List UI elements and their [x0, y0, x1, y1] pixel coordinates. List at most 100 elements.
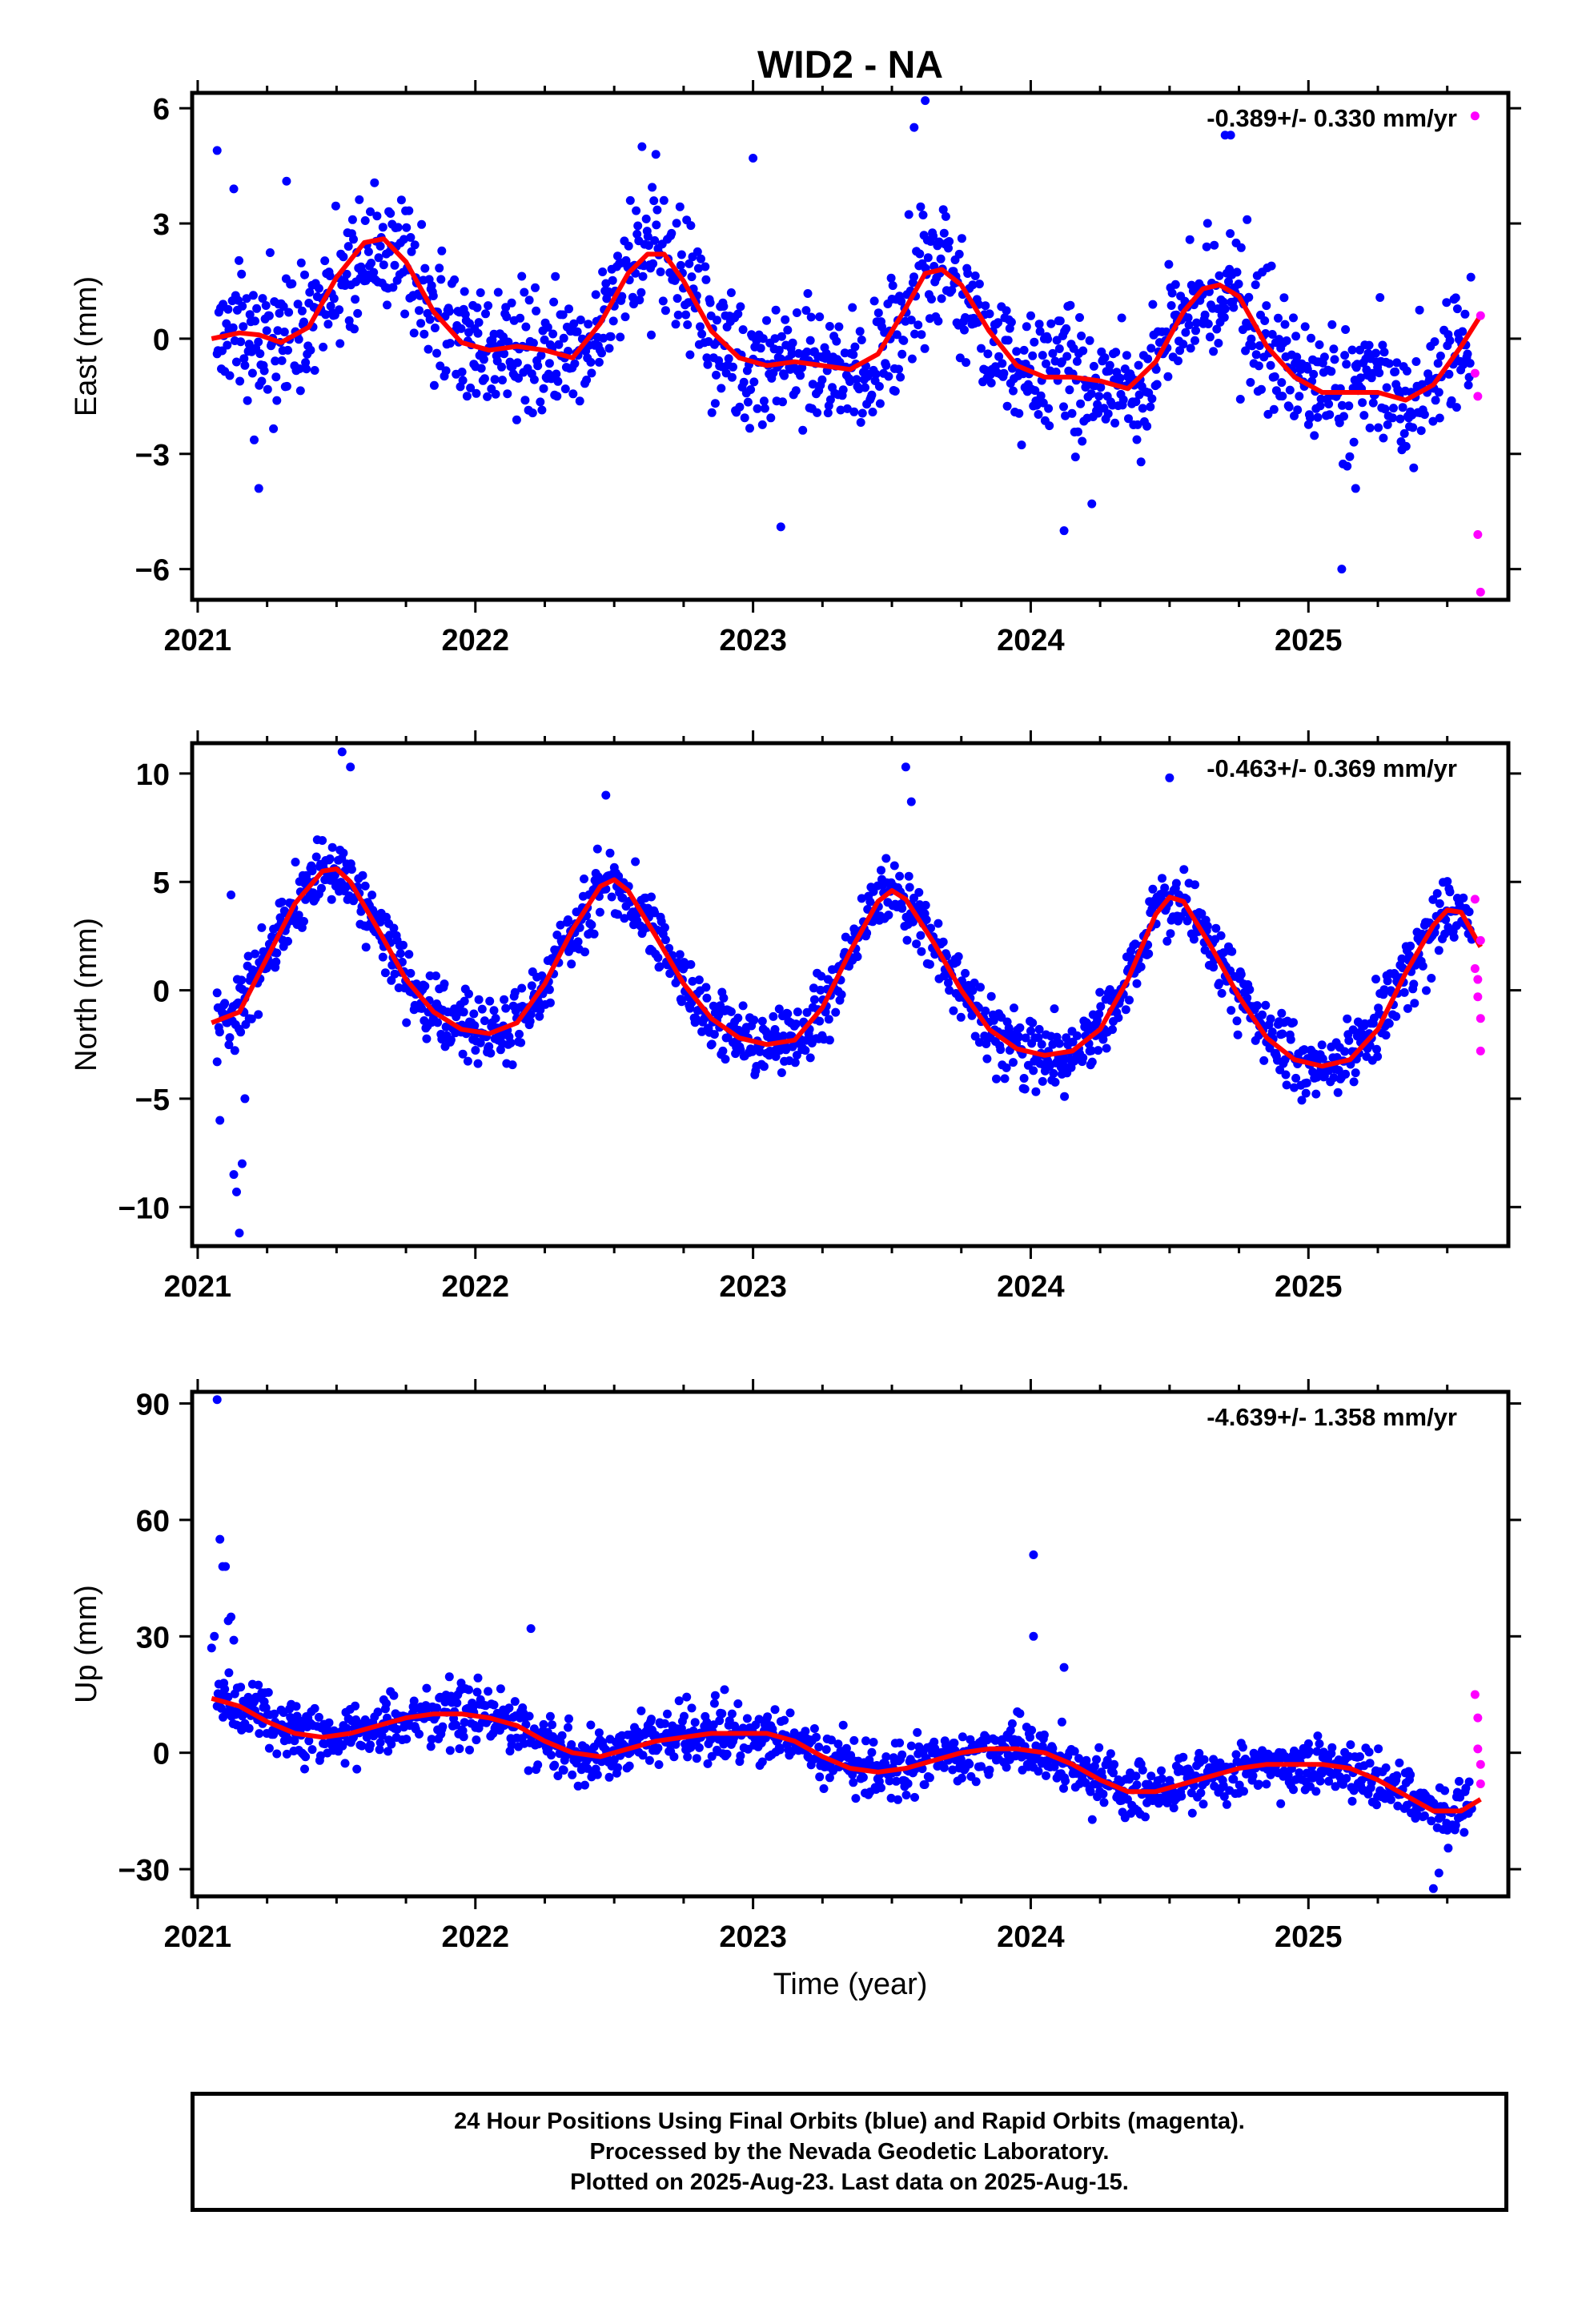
final-orbit-point — [1066, 300, 1075, 310]
final-orbit-point — [1089, 361, 1098, 371]
final-orbit-point — [709, 1030, 719, 1039]
final-orbit-point — [470, 1021, 480, 1031]
final-orbit-point — [307, 1745, 317, 1755]
final-orbit-point — [225, 1033, 235, 1043]
final-orbit-point — [912, 939, 921, 949]
final-orbit-point — [430, 324, 440, 332]
final-orbit-point — [850, 342, 860, 352]
final-orbit-point — [1147, 394, 1157, 404]
final-orbit-point — [463, 1056, 472, 1066]
x-tick-label: 2025 — [1275, 1270, 1343, 1304]
final-orbit-point — [294, 911, 303, 920]
final-orbit-point — [753, 404, 762, 413]
rapid-orbit-point — [1473, 392, 1483, 401]
final-orbit-point — [367, 891, 377, 900]
final-orbit-point — [283, 936, 292, 946]
final-orbit-point — [1050, 1004, 1059, 1014]
final-orbit-point — [1285, 385, 1295, 395]
final-orbit-point — [417, 1003, 427, 1013]
final-orbit-point — [687, 272, 697, 282]
final-orbit-point — [331, 201, 340, 211]
x-tick-label: 2022 — [441, 1270, 509, 1304]
final-orbit-point — [1449, 932, 1459, 942]
final-orbit-point — [916, 202, 926, 211]
final-orbit-point — [974, 1038, 984, 1047]
final-orbit-point — [1000, 1074, 1010, 1084]
final-orbit-point — [582, 376, 592, 384]
final-orbit-point — [544, 359, 554, 368]
final-orbit-point — [1371, 348, 1380, 358]
final-orbit-point — [733, 309, 743, 319]
final-orbit-point — [1081, 1778, 1090, 1787]
final-orbit-point — [396, 949, 405, 959]
final-orbit-point — [644, 1755, 654, 1765]
final-orbit-point — [1094, 1743, 1104, 1752]
y-tick-label: 30 — [136, 1621, 170, 1655]
final-orbit-point — [370, 178, 379, 187]
final-orbit-point — [269, 424, 279, 433]
final-orbit-point — [1257, 384, 1266, 394]
final-orbit-point — [1096, 383, 1106, 392]
final-orbit-point — [320, 256, 330, 266]
final-orbit-point — [620, 914, 629, 923]
final-orbit-point — [760, 404, 769, 413]
final-orbit-point — [1398, 403, 1407, 412]
final-orbit-point — [1109, 1768, 1118, 1778]
x-tick-label: 2024 — [997, 624, 1065, 657]
final-orbit-point — [1166, 301, 1176, 310]
final-orbit-point — [1094, 392, 1104, 401]
final-orbit-point — [1132, 435, 1142, 444]
final-orbit-point — [1297, 1096, 1307, 1105]
final-orbit-point — [976, 983, 985, 992]
final-orbit-point — [229, 184, 239, 194]
final-orbit-point — [1169, 1803, 1178, 1813]
final-orbit-point — [1220, 304, 1230, 314]
final-orbit-point — [520, 287, 529, 297]
final-orbit-point — [1232, 267, 1242, 277]
final-orbit-point — [594, 357, 604, 367]
final-orbit-point — [302, 364, 311, 374]
final-orbit-point — [825, 395, 835, 404]
final-orbit-point — [264, 311, 274, 320]
final-orbit-point — [925, 1773, 934, 1783]
final-orbit-point — [1368, 398, 1378, 408]
final-orbit-point — [1203, 921, 1212, 931]
final-orbit-point — [452, 1720, 461, 1730]
rapid-orbit-point — [1476, 311, 1485, 320]
final-orbit-point — [1110, 1759, 1119, 1769]
final-orbit-point — [390, 260, 400, 270]
final-orbit-point — [1262, 301, 1271, 311]
final-orbit-point — [636, 287, 646, 297]
final-orbit-point — [533, 1760, 543, 1770]
final-orbit-point — [564, 915, 572, 924]
final-orbit-point — [802, 1007, 812, 1017]
final-orbit-point — [502, 312, 512, 322]
final-orbit-point — [707, 1751, 717, 1761]
final-orbit-point — [389, 923, 399, 933]
final-orbit-point — [570, 359, 580, 368]
final-orbit-point — [896, 372, 905, 382]
final-orbit-point — [654, 1760, 664, 1769]
final-orbit-point — [1315, 401, 1325, 411]
final-orbit-point — [1195, 1748, 1204, 1758]
final-orbit-point — [254, 484, 263, 493]
final-orbit-point — [1178, 1752, 1188, 1762]
final-orbit-point — [1094, 1009, 1104, 1019]
final-orbit-point — [1215, 271, 1224, 280]
final-orbit-point — [1039, 1730, 1049, 1739]
final-orbit-point — [296, 258, 306, 267]
final-orbit-point — [1037, 1039, 1046, 1049]
final-orbit-point — [778, 397, 787, 407]
final-orbit-point — [899, 336, 909, 345]
x-tick-label: 2022 — [441, 1920, 509, 1954]
final-orbit-point — [982, 1039, 991, 1048]
final-orbit-point — [1355, 1752, 1364, 1761]
final-orbit-point — [1459, 893, 1468, 903]
final-orbit-point — [1403, 1003, 1412, 1013]
final-orbit-point — [947, 286, 957, 295]
final-orbit-point — [512, 358, 522, 368]
final-orbit-point — [1090, 1761, 1099, 1771]
final-orbit-point — [1114, 1013, 1123, 1023]
final-orbit-point — [1435, 413, 1444, 423]
